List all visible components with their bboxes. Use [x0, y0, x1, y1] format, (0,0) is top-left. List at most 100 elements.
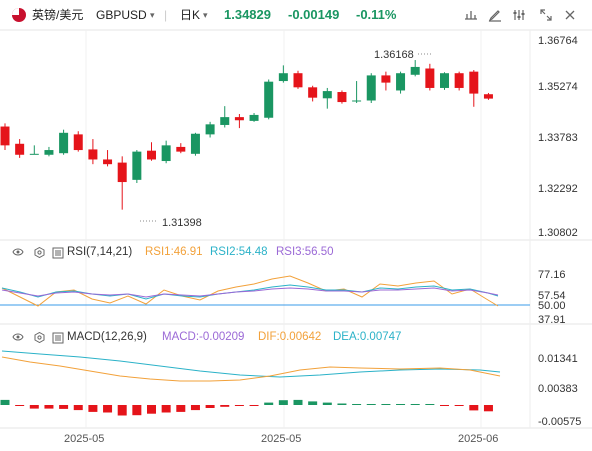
candle-body: [161, 145, 171, 162]
candle: [322, 87, 332, 109]
candle: [469, 70, 479, 107]
candle: [293, 70, 303, 89]
rsi-axis-tick: 57.54: [538, 290, 566, 302]
candle: [29, 145, 39, 155]
timeframe-selector[interactable]: 日K: [180, 8, 201, 22]
fullscreen-icon[interactable]: [537, 6, 555, 24]
macd-bar: [410, 404, 420, 405]
candle: [396, 71, 406, 94]
last-price: 1.34829: [224, 7, 271, 22]
candle-body: [352, 100, 362, 102]
macd-bar: [264, 402, 274, 405]
chart-header: 英镑/美元 GBPUSD ▾ | 日K ▾ 1.34829 -0.00149 -…: [0, 0, 592, 30]
candle: [337, 90, 347, 104]
candle-body: [425, 68, 435, 88]
candle-body: [132, 151, 142, 180]
candle: [205, 121, 215, 138]
candle: [454, 71, 464, 91]
settings-icon[interactable]: [510, 6, 528, 24]
candle-body: [15, 143, 25, 155]
symbol-selector[interactable]: GBPUSD: [96, 8, 147, 22]
rsi-axis-tick: 37.91: [538, 314, 566, 326]
macd-bar: [308, 401, 318, 405]
macd-bar: [88, 405, 98, 412]
indicator-settings-icon[interactable]: [34, 247, 45, 258]
dea-value: DEA:0.00747: [333, 331, 402, 343]
candle-body: [410, 66, 420, 75]
candle-body: [44, 150, 54, 155]
candle-body: [337, 92, 347, 103]
macd-bar: [190, 405, 200, 411]
candle: [366, 73, 376, 104]
dea-line: [1, 350, 501, 378]
macd-bar: [161, 405, 171, 413]
price-axis-tick: 1.36764: [538, 35, 578, 47]
price-change-pct: -0.11%: [356, 7, 397, 22]
macd-value: MACD:-0.00209: [162, 331, 245, 343]
macd-bar: [396, 404, 406, 405]
rsi-axis-tick: 77.16: [538, 269, 566, 281]
candle-body: [73, 134, 83, 151]
candle-body: [454, 73, 464, 88]
candle-body: [322, 91, 332, 99]
gbp-flag-icon: [12, 8, 26, 22]
macd-bar: [469, 405, 479, 411]
rsi-axis-tick: 50.00: [538, 300, 566, 312]
candle-body: [147, 150, 156, 160]
candle: [44, 146, 54, 157]
candle: [132, 150, 142, 183]
more-options-icon[interactable]: [52, 332, 64, 344]
candle: [161, 140, 171, 164]
candle: [278, 65, 288, 83]
macd-histogram: [0, 399, 493, 416]
candle: [147, 142, 156, 161]
macd-axis-tick: 0.01341: [538, 353, 578, 365]
price-axis-tick: 1.30802: [538, 227, 578, 239]
candle-body: [440, 73, 449, 88]
candle-body: [308, 87, 318, 98]
timeframe-caret-icon[interactable]: ▾: [203, 10, 208, 20]
candle: [308, 85, 318, 102]
indicator-settings-icon[interactable]: [34, 332, 45, 343]
price-axis-tick: 1.35274: [538, 81, 578, 93]
rsi1-line: [1, 275, 499, 307]
symbol-caret-icon[interactable]: ▾: [150, 10, 155, 20]
macd-bar: [425, 404, 435, 405]
candlestick-series: [0, 60, 493, 210]
draw-icon[interactable]: [486, 6, 504, 24]
candle: [59, 129, 69, 155]
macd-bar: [132, 405, 142, 416]
candle-body: [205, 124, 215, 135]
price-change: -0.00149: [288, 7, 340, 22]
candle-body: [234, 117, 244, 121]
candle-body: [176, 146, 186, 152]
candle-body: [88, 149, 98, 160]
candle-body: [0, 126, 10, 146]
macd-bar: [249, 405, 259, 406]
visibility-icon[interactable]: [12, 332, 24, 342]
visibility-icon[interactable]: [12, 247, 24, 257]
macd-bar: [234, 405, 244, 406]
more-options-icon[interactable]: [52, 247, 64, 259]
candle: [88, 139, 98, 165]
candle: [483, 92, 493, 100]
candle: [117, 156, 127, 210]
macd-bar: [44, 405, 54, 409]
candle: [73, 131, 83, 152]
close-icon[interactable]: [561, 6, 579, 24]
candle: [176, 143, 186, 154]
macd-bar: [73, 405, 83, 411]
macd-bar: [381, 404, 391, 405]
candle-body: [190, 133, 200, 154]
macd-bar: [205, 405, 215, 408]
header-divider: |: [164, 8, 168, 22]
date-label: 2025-06: [458, 433, 498, 445]
date-label: 2025-05: [64, 433, 104, 445]
candle-body: [396, 73, 406, 91]
compare-icon[interactable]: [462, 6, 480, 24]
macd-bar: [322, 402, 332, 405]
candle-body: [220, 117, 230, 125]
macd-bar: [176, 405, 186, 412]
candle: [103, 150, 113, 167]
